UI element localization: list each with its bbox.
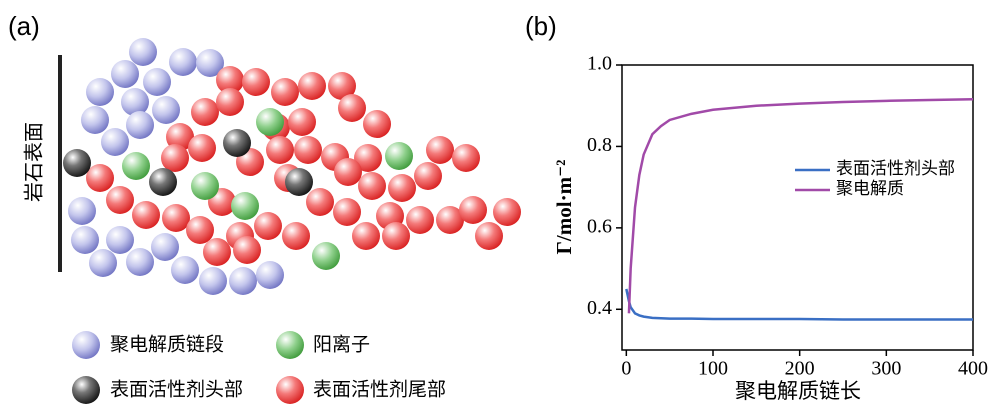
sphere-red (216, 88, 244, 116)
sphere-blue (126, 248, 154, 276)
sphere-red (191, 98, 219, 126)
x-axis-label: 聚电解质链长 (735, 379, 861, 403)
x-tick-label: 300 (871, 358, 901, 380)
x-tick-label: 400 (958, 358, 988, 380)
sphere-red (414, 162, 442, 190)
legend-text: 表面活性剂头部 (110, 378, 243, 400)
sphere-red (452, 144, 480, 172)
sphere-red (388, 174, 416, 202)
sphere-green (256, 108, 284, 136)
sphere-red (493, 198, 521, 226)
sphere-blue (143, 68, 171, 96)
sphere-blue (71, 226, 99, 254)
sphere-blue (129, 38, 157, 66)
sphere-red (186, 216, 214, 244)
plot-frame (622, 65, 973, 350)
sphere-green (122, 152, 150, 180)
x-tick-label: 0 (621, 358, 631, 380)
sphere-blue (86, 78, 114, 106)
sphere-green (276, 331, 304, 359)
sphere-blue (106, 226, 134, 254)
sphere-green (231, 192, 259, 220)
x-tick-label: 100 (698, 358, 728, 380)
sphere-black (223, 129, 251, 157)
sphere-black (72, 376, 100, 404)
sphere-blue (111, 60, 139, 88)
sphere-red (406, 206, 434, 234)
sphere-red (382, 222, 410, 250)
sphere-red (426, 136, 454, 164)
sphere-red (106, 186, 134, 214)
sphere-red (266, 136, 294, 164)
sphere-red (459, 196, 487, 224)
sphere-red (475, 222, 503, 250)
sphere-blue (199, 267, 227, 295)
sphere-red (161, 144, 189, 172)
sphere-red (242, 68, 270, 96)
sphere-green (191, 172, 219, 200)
sphere-red (306, 188, 334, 216)
x-tick-label: 200 (785, 358, 815, 380)
sphere-blue (151, 233, 179, 261)
series-line (629, 99, 973, 313)
sphere-blue (101, 128, 129, 156)
series-line (626, 289, 973, 320)
legend-text: 聚电解质链段 (110, 333, 224, 355)
sphere-blue (152, 96, 180, 124)
legend-label: 聚电解质 (836, 179, 904, 198)
y-axis-label: Γ/mol·m⁻² (552, 160, 576, 255)
sphere-blue (81, 106, 109, 134)
sphere-red (333, 198, 361, 226)
sphere-blue (72, 331, 100, 359)
sphere-red (352, 222, 380, 250)
sphere-blue (126, 111, 154, 139)
sphere-red (363, 110, 391, 138)
sphere-blue (68, 197, 96, 225)
sphere-blue (256, 261, 284, 289)
sphere-red (188, 134, 216, 162)
sphere-green (312, 242, 340, 270)
sphere-red (276, 376, 304, 404)
sphere-blue (169, 48, 197, 76)
legend-text: 阳离子 (313, 333, 370, 355)
sphere-red (271, 78, 299, 106)
sphere-red (288, 108, 316, 136)
legend-text: 表面活性剂尾部 (313, 378, 446, 400)
sphere-green (385, 142, 413, 170)
sphere-red (282, 222, 310, 250)
sphere-red (298, 72, 326, 100)
sphere-red (338, 94, 366, 122)
sphere-red (132, 201, 160, 229)
sphere-blue (229, 267, 257, 295)
sphere-black (63, 149, 91, 177)
sphere-blue (171, 256, 199, 284)
panel-label: (a) (8, 11, 40, 41)
sphere-red (203, 238, 231, 266)
surface-label: 岩石表面 (23, 122, 46, 202)
figure: (a) 岩石表面 聚电解质链段 阳离子 表面活性剂头部 表面活性剂尾部 (b) … (0, 0, 993, 405)
sphere-red (254, 212, 282, 240)
legend-label: 表面活性剂头部 (836, 159, 955, 178)
sphere-blue (121, 88, 149, 116)
y-tick-label: 0.4 (587, 297, 612, 319)
sphere-red (86, 164, 114, 192)
sphere-black (285, 168, 313, 196)
sphere-red (233, 236, 261, 264)
sphere-red (162, 204, 190, 232)
sphere-blue (89, 249, 117, 277)
y-tick-label: 0.8 (587, 134, 612, 156)
panel-label: (b) (525, 11, 557, 41)
sphere-black (149, 168, 177, 196)
sphere-red (358, 172, 386, 200)
sphere-red (294, 136, 322, 164)
y-tick-label: 1.0 (587, 53, 612, 75)
sphere-red (334, 158, 362, 186)
y-tick-label: 0.6 (587, 215, 612, 237)
